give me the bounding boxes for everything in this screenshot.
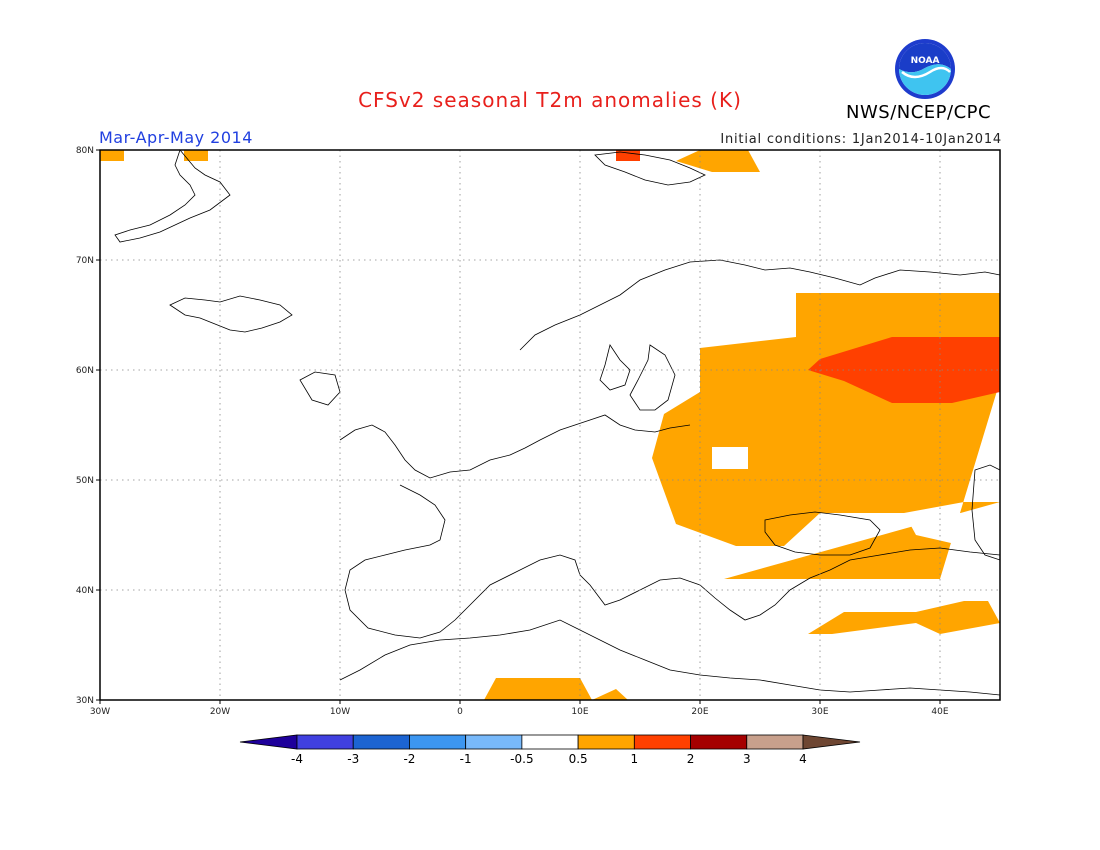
colorbar-label: -1 <box>460 752 472 766</box>
lon-tick-label: 20E <box>691 707 708 717</box>
colorbar-segment <box>465 734 523 750</box>
lon-tick-label: 20W <box>210 707 230 717</box>
lon-tick-label: 0 <box>457 707 463 717</box>
lon-tick-label: 10E <box>571 707 588 717</box>
coastline-greenland <box>114 149 231 243</box>
colorbar-label: -3 <box>347 752 359 766</box>
colorbar-label: 4 <box>799 752 807 766</box>
colorbar-segment <box>521 734 579 750</box>
coastline-caspian <box>971 464 1001 561</box>
anomaly-region-5 <box>616 150 640 161</box>
map-frame <box>99 149 1001 701</box>
neutral-region-1 <box>904 513 1000 546</box>
colorbar-segment <box>577 734 635 750</box>
lat-tick-label: 70N <box>76 256 94 266</box>
lon-tick-label: 10W <box>330 707 350 717</box>
anomaly-regions <box>100 150 1000 700</box>
lat-tick-label: 30N <box>76 696 94 706</box>
colorbar-segment <box>296 734 354 750</box>
lon-tick-label: 40E <box>931 707 948 717</box>
anomaly-region-2 <box>424 678 628 700</box>
colorbar-label: 2 <box>687 752 695 766</box>
coastline-iceland <box>169 295 293 333</box>
graticule <box>100 150 1000 700</box>
lat-tick-label: 40N <box>76 586 94 596</box>
colorbar-segment-min <box>239 734 298 750</box>
anomaly-region-7 <box>184 150 208 161</box>
initial-conditions-label: Initial conditions: 1Jan2014-10Jan2014 <box>720 132 1002 147</box>
season-label: Mar-Apr-May 2014 <box>99 128 253 147</box>
colorbar-segment-max <box>802 734 861 750</box>
colorbar-segment <box>409 734 467 750</box>
lon-tick-label: 30W <box>90 707 110 717</box>
org-label: NWS/NCEP/CPC <box>846 102 992 123</box>
colorbar-label: -2 <box>403 752 415 766</box>
coastline-scandinavia <box>519 259 1001 411</box>
colorbar-segment <box>633 734 691 750</box>
coastline-black-sea <box>764 511 881 556</box>
anomaly-region-4 <box>676 150 760 172</box>
anomaly-region-6 <box>100 150 124 161</box>
noaa-logo-text: NOAA <box>911 56 940 66</box>
axis-ticks: 30W 20W 10W 0 10E 20E 30E 40E 30N 40N 50N 60N 70N 80N <box>76 146 949 717</box>
noaa-logo: NOAA <box>895 39 955 99</box>
coastline-svalbard <box>594 151 706 186</box>
neutral-region-0 <box>712 447 748 469</box>
lat-tick-label: 80N <box>76 146 94 156</box>
colorbar-segment <box>746 734 804 750</box>
map-title: CFSv2 seasonal T2m anomalies (K) <box>358 88 742 112</box>
colorbar-label: 1 <box>631 752 639 766</box>
colorbar-label: -0.5 <box>510 752 533 766</box>
colorbar-label: -4 <box>291 752 303 766</box>
colorbar: -4 -3 -2 -1 -0.5 0.5 1 2 3 4 <box>239 734 861 766</box>
colorbar-label: 3 <box>743 752 751 766</box>
colorbar-segment <box>690 734 748 750</box>
lon-tick-label: 30E <box>811 707 828 717</box>
anomaly-region-3 <box>808 601 1000 634</box>
lat-tick-label: 50N <box>76 476 94 486</box>
lat-tick-label: 60N <box>76 366 94 376</box>
coastline-north-africa <box>339 619 1001 696</box>
colorbar-label: 0.5 <box>569 752 588 766</box>
colorbar-segment <box>352 734 410 750</box>
coastlines <box>114 149 1001 696</box>
